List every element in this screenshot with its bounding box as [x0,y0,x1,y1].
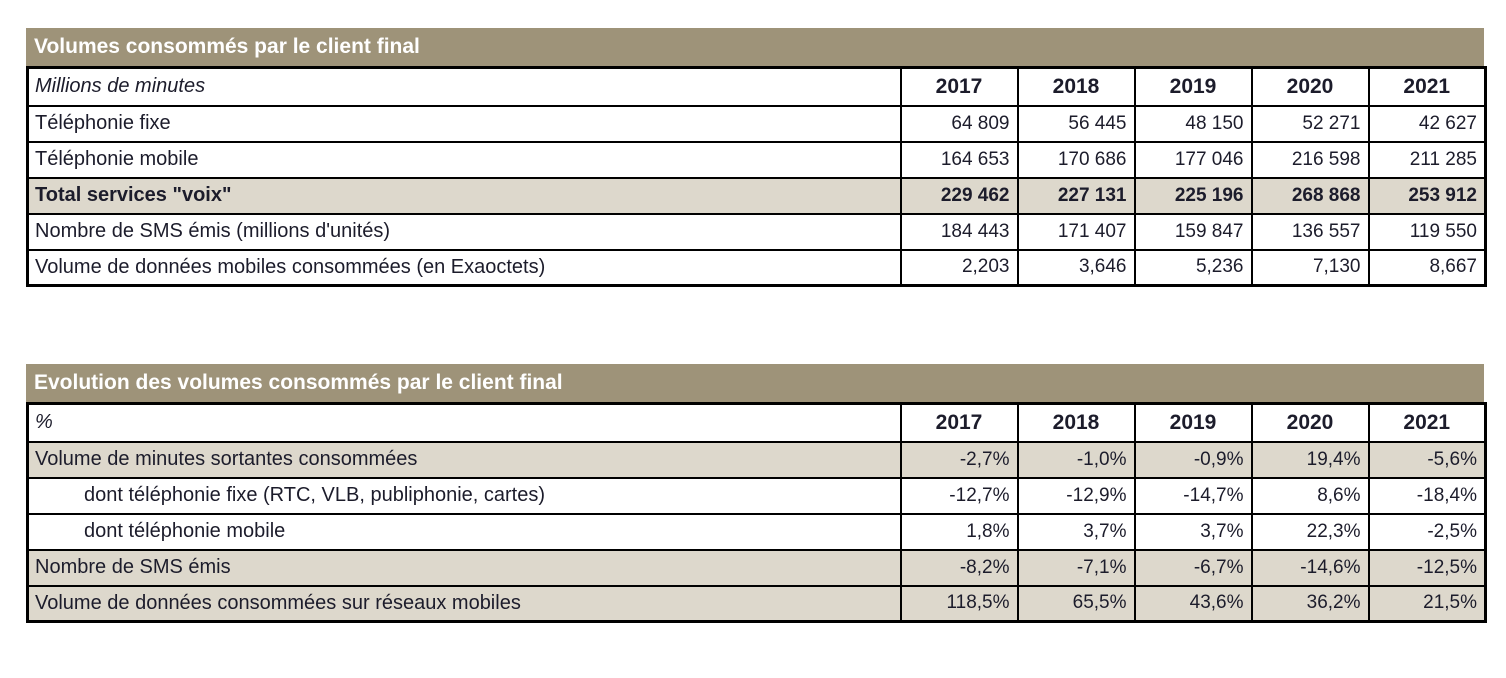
value-cell: 171 407 [1016,212,1136,251]
value-cell: -5,6% [1367,440,1487,479]
row-label-cell: dont téléphonie fixe (RTC, VLB, publipho… [26,476,902,515]
unit-label-cell: Millions de minutes [26,66,902,107]
value-cell: 118,5% [899,584,1019,623]
header-row: Millions de minutes 2017 2018 2019 2020 2021 [26,66,1487,107]
year-header-cell: 2018 [1016,402,1136,443]
header-row: % 2017 2018 2019 2020 2021 [26,402,1487,443]
value-cell: 184 443 [899,212,1019,251]
evolution-table-section: Evolution des volumes consommés par le c… [26,364,1487,623]
year-header-cell: 2021 [1367,66,1487,107]
volumes-table-section: Volumes consommés par le client final Mi… [26,28,1487,287]
row-label-cell: dont téléphonie mobile [26,512,902,551]
year-header-cell: 2020 [1250,402,1370,443]
value-cell: -7,1% [1016,548,1136,587]
value-cell: -0,9% [1133,440,1253,479]
value-cell: 48 150 [1133,104,1253,143]
value-cell: 2,203 [899,248,1019,287]
year-header-cell: 2018 [1016,66,1136,107]
value-cell: -1,0% [1016,440,1136,479]
value-cell: 253 912 [1367,176,1487,215]
document-page: Volumes consommés par le client final Mi… [0,28,1506,623]
table-row: Total services "voix" 229 462 227 131 225 1… [26,176,1487,215]
value-cell: 8,6% [1250,476,1370,515]
year-header-cell: 2021 [1367,402,1487,443]
value-cell: 56 445 [1016,104,1136,143]
value-cell: -18,4% [1367,476,1487,515]
table-row: Nombre de SMS émis (millions d'unités) 18… [26,212,1487,251]
value-cell: 227 131 [1016,176,1136,215]
volumes-table-body: Téléphonie fixe 64 809 56 445 48 150 52 271 4… [26,104,1487,287]
value-cell: 3,7% [1016,512,1136,551]
row-label-cell: Volume de données mobiles consommées (en… [26,248,902,287]
evolution-table-header: % 2017 2018 2019 2020 2021 [26,402,1487,443]
value-cell: -2,5% [1367,512,1487,551]
value-cell: -14,7% [1133,476,1253,515]
value-cell: 3,7% [1133,512,1253,551]
year-header-cell: 2019 [1133,402,1253,443]
year-header-cell: 2020 [1250,66,1370,107]
value-cell: 5,236 [1133,248,1253,287]
value-cell: 170 686 [1016,140,1136,179]
value-cell: 64 809 [899,104,1019,143]
table-row: Téléphonie fixe 64 809 56 445 48 150 52 271 4… [26,104,1487,143]
value-cell: 8,667 [1367,248,1487,287]
unit-label-cell: % [26,402,902,443]
volumes-table-header: Millions de minutes 2017 2018 2019 2020 2021 [26,66,1487,107]
table-row: Volume de minutes sortantes consommées -2… [26,440,1487,479]
value-cell: -12,5% [1367,548,1487,587]
table-row: Nombre de SMS émis -8,2% -7,1% -6,7% -14,6% -… [26,548,1487,587]
value-cell: 52 271 [1250,104,1370,143]
volumes-title: Volumes consommés par le client final [34,35,420,58]
value-cell: -12,7% [899,476,1019,515]
value-cell: 43,6% [1133,584,1253,623]
value-cell: 164 653 [899,140,1019,179]
value-cell: 211 285 [1367,140,1487,179]
value-cell: 136 557 [1250,212,1370,251]
table-row: Téléphonie mobile 164 653 170 686 177 046 21… [26,140,1487,179]
table-row: Volume de données mobiles consommées (en… [26,248,1487,287]
value-cell: 159 847 [1133,212,1253,251]
volumes-table: Millions de minutes 2017 2018 2019 2020 2021 … [26,66,1487,287]
row-label-cell: Téléphonie mobile [26,140,902,179]
row-label-cell: Total services "voix" [26,176,902,215]
value-cell: -2,7% [899,440,1019,479]
value-cell: 3,646 [1016,248,1136,287]
value-cell: 36,2% [1250,584,1370,623]
value-cell: 216 598 [1250,140,1370,179]
value-cell: -12,9% [1016,476,1136,515]
year-header-cell: 2019 [1133,66,1253,107]
row-label-cell: Nombre de SMS émis [26,548,902,587]
value-cell: 225 196 [1133,176,1253,215]
value-cell: 21,5% [1367,584,1487,623]
value-cell: -6,7% [1133,548,1253,587]
table-row: dont téléphonie fixe (RTC, VLB, publipho… [26,476,1487,515]
year-header-cell: 2017 [899,66,1019,107]
evolution-title: Evolution des volumes consommés par le c… [34,371,563,394]
value-cell: 19,4% [1250,440,1370,479]
value-cell: -14,6% [1250,548,1370,587]
year-header-cell: 2017 [899,402,1019,443]
row-label-cell: Téléphonie fixe [26,104,902,143]
table-row: dont téléphonie mobile 1,8% 3,7% 3,7% 22,3% -… [26,512,1487,551]
value-cell: 65,5% [1016,584,1136,623]
value-cell: 1,8% [899,512,1019,551]
value-cell: 7,130 [1250,248,1370,287]
value-cell: 119 550 [1367,212,1487,251]
row-label-cell: Volume de données consommées sur réseaux… [26,584,902,623]
table-row: Volume de données consommées sur réseaux… [26,584,1487,623]
value-cell: 22,3% [1250,512,1370,551]
row-label-cell: Volume de minutes sortantes consommées [26,440,902,479]
row-label-cell: Nombre de SMS émis (millions d'unités) [26,212,902,251]
volumes-title-bar: Volumes consommés par le client final [26,28,1484,66]
evolution-title-bar: Evolution des volumes consommés par le c… [26,364,1484,402]
value-cell: 42 627 [1367,104,1487,143]
value-cell: 268 868 [1250,176,1370,215]
value-cell: -8,2% [899,548,1019,587]
evolution-table-body: Volume de minutes sortantes consommées -2… [26,440,1487,623]
value-cell: 177 046 [1133,140,1253,179]
evolution-table: % 2017 2018 2019 2020 2021 Volume de minutes … [26,402,1487,623]
value-cell: 229 462 [899,176,1019,215]
